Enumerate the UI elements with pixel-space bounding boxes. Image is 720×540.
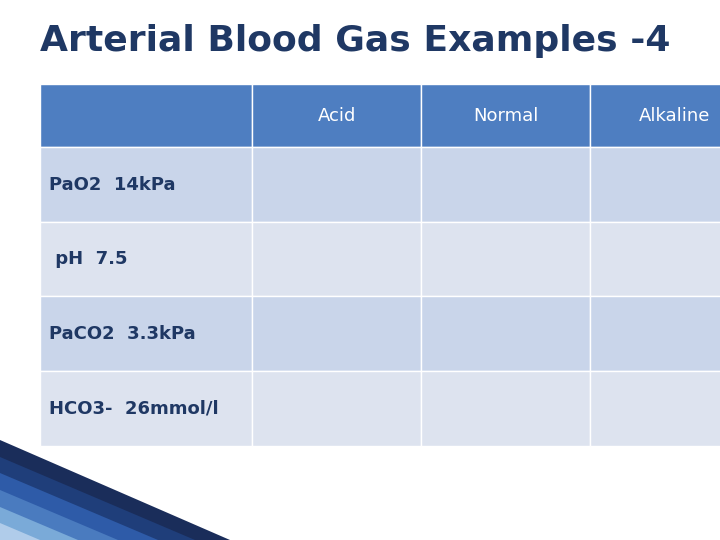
FancyBboxPatch shape bbox=[40, 222, 252, 296]
Polygon shape bbox=[0, 523, 40, 540]
FancyBboxPatch shape bbox=[252, 222, 421, 296]
Polygon shape bbox=[0, 440, 230, 540]
FancyBboxPatch shape bbox=[590, 222, 720, 296]
Text: Acid: Acid bbox=[318, 106, 356, 125]
FancyBboxPatch shape bbox=[590, 371, 720, 446]
Text: Normal: Normal bbox=[473, 106, 539, 125]
FancyBboxPatch shape bbox=[590, 84, 720, 147]
FancyBboxPatch shape bbox=[252, 371, 421, 446]
FancyBboxPatch shape bbox=[421, 222, 590, 296]
Polygon shape bbox=[0, 490, 118, 540]
FancyBboxPatch shape bbox=[40, 147, 252, 222]
FancyBboxPatch shape bbox=[590, 296, 720, 371]
Text: Arterial Blood Gas Examples -4: Arterial Blood Gas Examples -4 bbox=[40, 24, 670, 58]
FancyBboxPatch shape bbox=[421, 84, 590, 147]
FancyBboxPatch shape bbox=[421, 296, 590, 371]
FancyBboxPatch shape bbox=[252, 147, 421, 222]
Polygon shape bbox=[0, 473, 158, 540]
Text: Alkaline: Alkaline bbox=[639, 106, 711, 125]
FancyBboxPatch shape bbox=[590, 147, 720, 222]
FancyBboxPatch shape bbox=[252, 296, 421, 371]
FancyBboxPatch shape bbox=[40, 371, 252, 446]
FancyBboxPatch shape bbox=[421, 371, 590, 446]
FancyBboxPatch shape bbox=[40, 84, 252, 147]
FancyBboxPatch shape bbox=[252, 84, 421, 147]
FancyBboxPatch shape bbox=[421, 147, 590, 222]
FancyBboxPatch shape bbox=[40, 296, 252, 371]
Text: PaO2  14kPa: PaO2 14kPa bbox=[49, 176, 176, 194]
Text: HCO3-  26mmol/l: HCO3- 26mmol/l bbox=[49, 399, 219, 417]
Polygon shape bbox=[0, 507, 78, 540]
Text: PaCO2  3.3kPa: PaCO2 3.3kPa bbox=[49, 325, 196, 343]
Polygon shape bbox=[0, 457, 195, 540]
Text: pH  7.5: pH 7.5 bbox=[49, 250, 127, 268]
